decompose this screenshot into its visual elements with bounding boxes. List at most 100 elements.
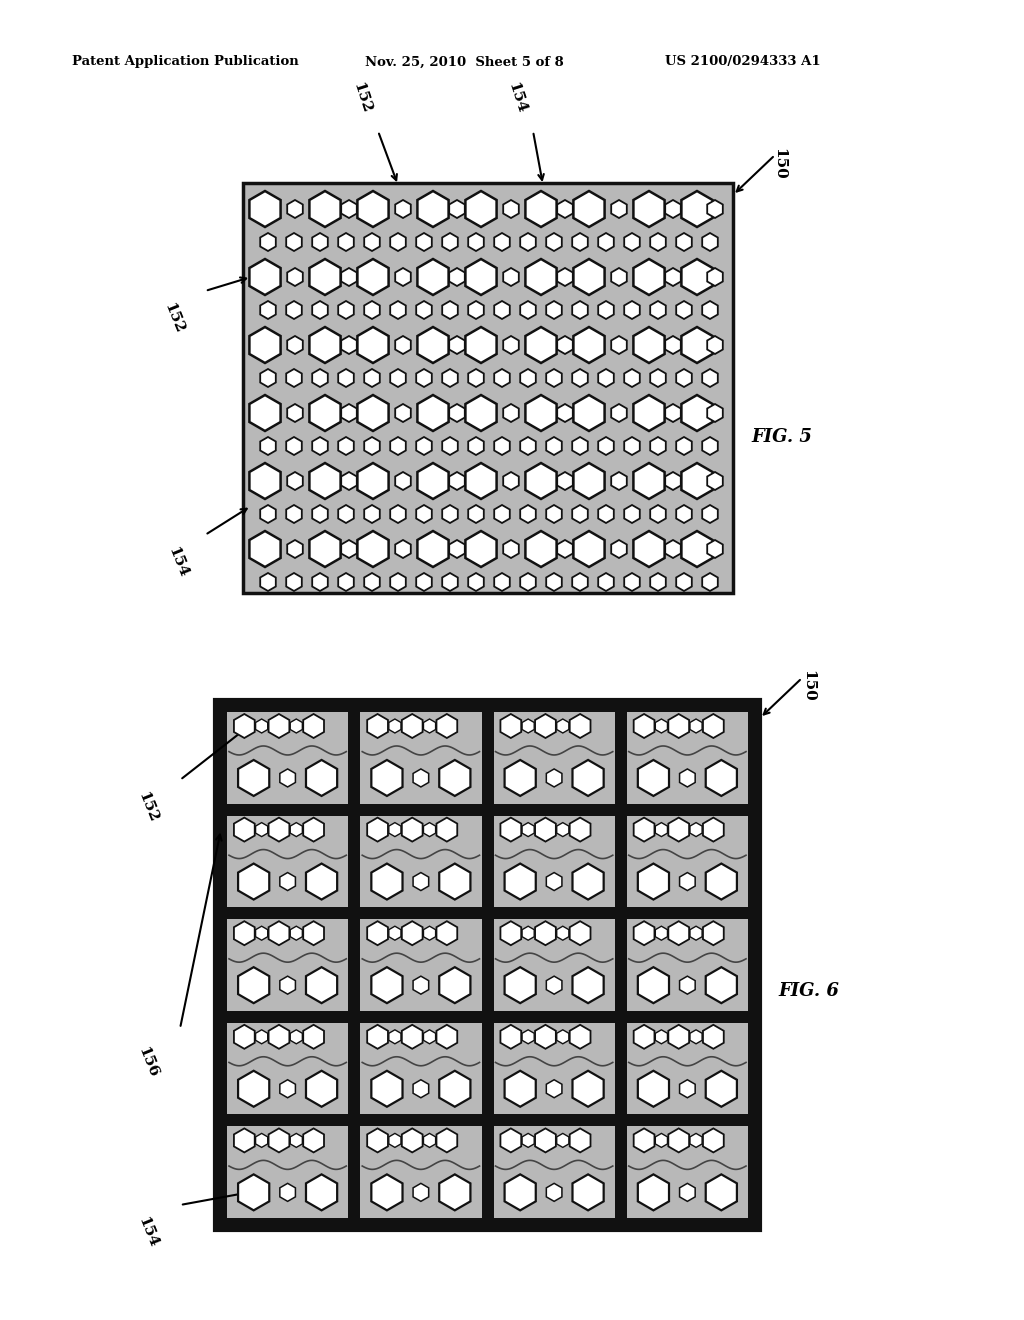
Polygon shape <box>468 370 483 387</box>
Polygon shape <box>436 1024 458 1049</box>
Polygon shape <box>569 714 591 738</box>
Polygon shape <box>650 301 666 319</box>
Text: 150: 150 <box>772 148 786 180</box>
Polygon shape <box>312 370 328 387</box>
Polygon shape <box>505 1175 536 1210</box>
Bar <box>360 816 481 907</box>
Polygon shape <box>439 863 470 899</box>
Polygon shape <box>505 863 536 899</box>
Polygon shape <box>702 301 718 319</box>
Polygon shape <box>309 463 341 499</box>
Polygon shape <box>357 463 388 499</box>
Polygon shape <box>309 531 341 568</box>
Bar <box>215 700 760 1230</box>
Polygon shape <box>372 863 402 899</box>
Polygon shape <box>287 404 303 422</box>
Polygon shape <box>669 817 689 842</box>
Polygon shape <box>233 714 255 738</box>
Bar <box>494 919 614 1011</box>
Polygon shape <box>634 395 665 432</box>
Polygon shape <box>365 506 380 523</box>
Polygon shape <box>424 1030 435 1044</box>
Polygon shape <box>372 760 402 796</box>
Text: 154: 154 <box>505 81 528 115</box>
Polygon shape <box>557 201 572 218</box>
Polygon shape <box>495 506 510 523</box>
Polygon shape <box>525 531 557 568</box>
Polygon shape <box>280 1080 295 1098</box>
Polygon shape <box>312 234 328 251</box>
Polygon shape <box>681 191 713 227</box>
Polygon shape <box>290 822 302 837</box>
Bar <box>227 711 348 804</box>
Polygon shape <box>250 259 281 294</box>
Text: 154: 154 <box>135 1214 160 1250</box>
Polygon shape <box>573 463 604 499</box>
Polygon shape <box>341 201 356 218</box>
Polygon shape <box>572 234 588 251</box>
Polygon shape <box>503 268 519 286</box>
Polygon shape <box>416 506 432 523</box>
Polygon shape <box>569 921 591 945</box>
Polygon shape <box>536 1024 556 1049</box>
Polygon shape <box>634 191 665 227</box>
Polygon shape <box>303 714 324 738</box>
Polygon shape <box>522 822 535 837</box>
Polygon shape <box>286 301 302 319</box>
Polygon shape <box>280 873 295 891</box>
Polygon shape <box>250 463 281 499</box>
Polygon shape <box>450 473 465 490</box>
Polygon shape <box>468 506 483 523</box>
Polygon shape <box>572 301 588 319</box>
Polygon shape <box>418 259 449 294</box>
Polygon shape <box>418 191 449 227</box>
Polygon shape <box>547 977 562 994</box>
Polygon shape <box>505 968 536 1003</box>
Polygon shape <box>573 191 604 227</box>
Polygon shape <box>501 817 521 842</box>
Polygon shape <box>557 719 569 733</box>
Polygon shape <box>650 234 666 251</box>
Polygon shape <box>268 1129 290 1152</box>
Polygon shape <box>357 259 388 294</box>
Polygon shape <box>681 327 713 363</box>
Polygon shape <box>413 770 429 787</box>
Polygon shape <box>522 1134 535 1147</box>
Polygon shape <box>573 395 604 432</box>
Polygon shape <box>306 968 337 1003</box>
Polygon shape <box>372 1071 402 1106</box>
Polygon shape <box>522 927 535 940</box>
Bar <box>627 1126 748 1218</box>
Polygon shape <box>436 817 458 842</box>
Polygon shape <box>598 370 613 387</box>
Bar <box>243 183 733 593</box>
Polygon shape <box>413 1183 429 1201</box>
Polygon shape <box>287 268 303 286</box>
Polygon shape <box>260 506 275 523</box>
Polygon shape <box>669 921 689 945</box>
Polygon shape <box>424 1134 435 1147</box>
Polygon shape <box>557 404 572 422</box>
Polygon shape <box>525 463 557 499</box>
Text: 154: 154 <box>165 545 189 579</box>
Polygon shape <box>341 473 356 490</box>
Polygon shape <box>357 531 388 568</box>
Polygon shape <box>505 1071 536 1106</box>
Polygon shape <box>503 540 519 558</box>
Polygon shape <box>401 1024 423 1049</box>
Polygon shape <box>365 301 380 319</box>
Polygon shape <box>495 573 510 591</box>
Polygon shape <box>286 370 302 387</box>
Polygon shape <box>666 201 681 218</box>
Polygon shape <box>666 404 681 422</box>
Polygon shape <box>312 301 328 319</box>
Polygon shape <box>260 370 275 387</box>
Polygon shape <box>611 540 627 558</box>
Polygon shape <box>365 573 380 591</box>
Polygon shape <box>268 817 290 842</box>
Polygon shape <box>702 1129 724 1152</box>
Polygon shape <box>680 1080 695 1098</box>
Polygon shape <box>669 1129 689 1152</box>
Polygon shape <box>290 927 302 940</box>
Polygon shape <box>401 714 423 738</box>
